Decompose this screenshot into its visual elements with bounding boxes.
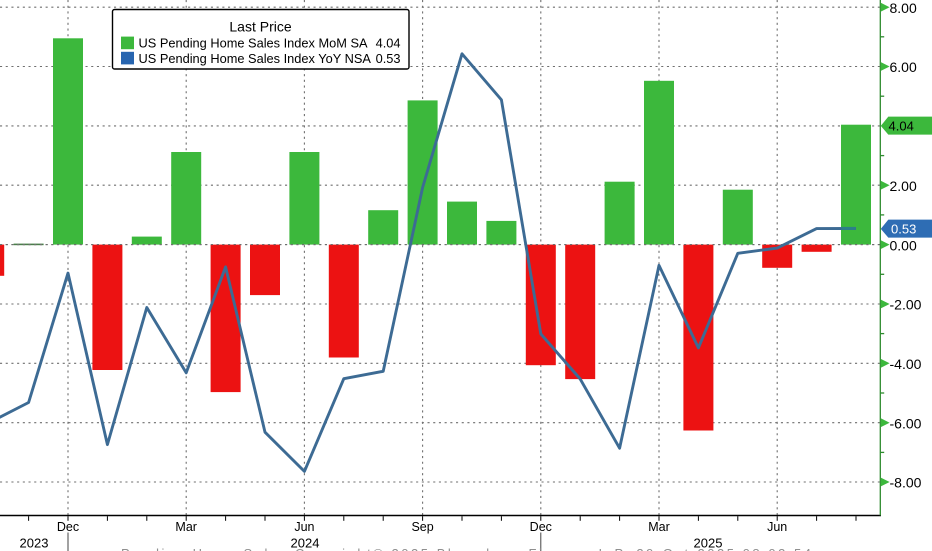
svg-text:0.53: 0.53 xyxy=(376,51,401,66)
svg-text:4.04: 4.04 xyxy=(889,118,914,133)
svg-text:US Pending Home Sales Index Yo: US Pending Home Sales Index YoY NSA xyxy=(139,51,372,66)
svg-text:-4.00: -4.00 xyxy=(890,356,922,372)
svg-text:Mar: Mar xyxy=(175,520,197,534)
svg-text:2023: 2023 xyxy=(20,536,49,551)
svg-text:0.53: 0.53 xyxy=(891,221,916,236)
svg-text:Dec: Dec xyxy=(57,520,79,534)
svg-text:2024: 2024 xyxy=(291,536,320,551)
svg-text:Pending Home Sales Copyright©: Pending Home Sales Copyright© 2025 Bloom… xyxy=(121,546,811,551)
svg-text:0.00: 0.00 xyxy=(890,237,917,253)
svg-text:4.04: 4.04 xyxy=(376,36,401,51)
svg-text:2.00: 2.00 xyxy=(890,178,917,194)
svg-text:-6.00: -6.00 xyxy=(890,415,922,431)
svg-text:-2.00: -2.00 xyxy=(890,297,922,313)
svg-text:8.00: 8.00 xyxy=(890,0,917,16)
svg-text:US Pending Home Sales Index Mo: US Pending Home Sales Index MoM SA xyxy=(139,36,368,51)
svg-text:Jun: Jun xyxy=(767,520,787,534)
svg-text:2025: 2025 xyxy=(694,536,723,551)
svg-text:-8.00: -8.00 xyxy=(890,475,922,491)
svg-text:Jun: Jun xyxy=(294,520,314,534)
svg-text:6.00: 6.00 xyxy=(890,59,917,75)
svg-text:Dec: Dec xyxy=(530,520,552,534)
svg-text:Sep: Sep xyxy=(411,520,433,534)
svg-text:Last Price: Last Price xyxy=(229,18,291,34)
svg-text:Mar: Mar xyxy=(648,520,670,534)
